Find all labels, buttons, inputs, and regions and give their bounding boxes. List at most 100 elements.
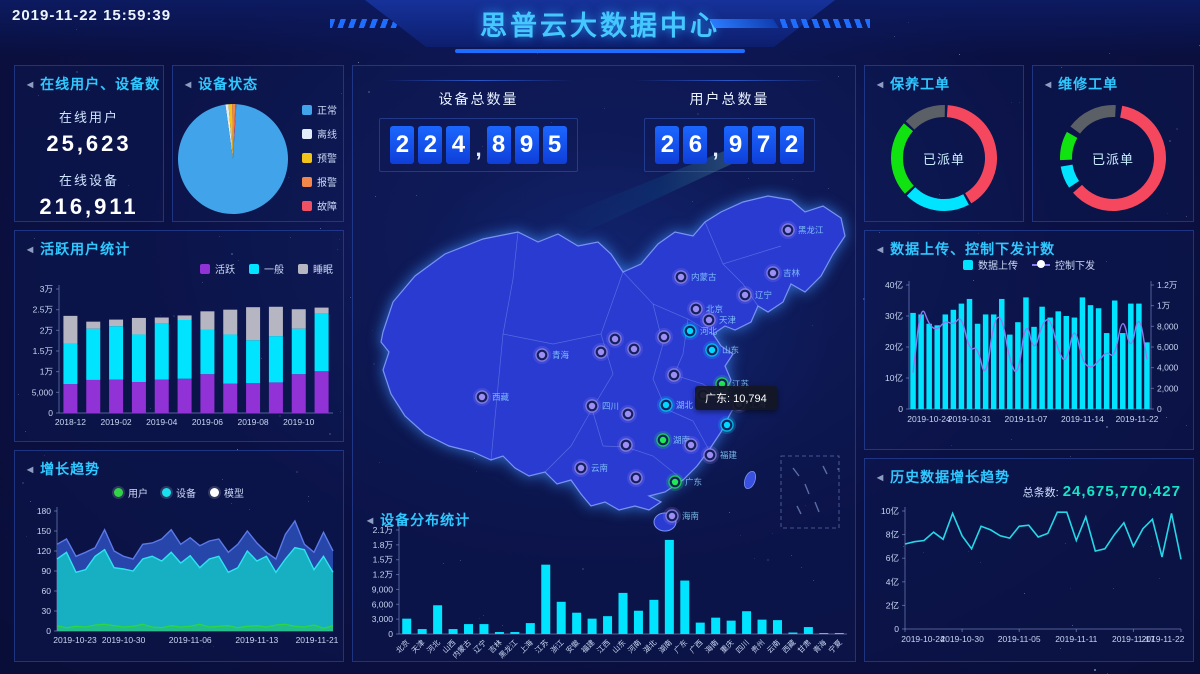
svg-text:6亿: 6亿 [886,553,899,563]
map-marker-山西[interactable] [655,328,673,346]
svg-text:1.5万: 1.5万 [373,555,393,565]
svg-text:4亿: 4亿 [886,577,899,587]
map-marker-广东[interactable]: 广东 [666,473,702,491]
svg-text:江西: 江西 [595,638,612,655]
map-marker-黑龙江[interactable]: 黑龙江 [779,221,824,239]
legend-swatch-icon [162,488,171,497]
header-decor-stripes-left [330,19,420,28]
legend-label: 活跃 [215,265,235,276]
panel-title-arrow-icon: ◀ [877,79,885,89]
legend-item[interactable]: 报警 [302,174,337,189]
digit-separator: , [712,136,719,161]
svg-text:2019-08: 2019-08 [237,417,268,427]
svg-text:2019-06: 2019-06 [192,417,223,427]
legend-item[interactable]: 用户 [114,485,148,500]
panel-title-upload: 数据上传、控制下发计数 [890,241,1056,257]
map-marker-陕西[interactable] [625,340,643,358]
online-devices-label: 在线设备 [58,173,119,188]
map-marker-甘肃[interactable] [592,343,610,361]
map-marker-湖南[interactable]: 湖南 [654,431,690,449]
map-marker-河北[interactable]: 河北 [681,322,718,340]
map-marker-青海[interactable]: 青海 [533,346,570,364]
map-marker-广西[interactable] [627,469,645,487]
map-marker-重庆[interactable] [619,405,637,423]
map-marker-内蒙古[interactable]: 内蒙古 [672,268,717,286]
map-marker-湖北[interactable]: 湖北 [657,396,694,414]
panel-title-growth-trend: 增长趋势 [40,461,101,477]
legend-item[interactable]: 睡眠 [298,261,333,276]
map-marker-天津[interactable]: 天津 [700,311,737,329]
svg-text:8,000: 8,000 [1157,321,1179,331]
svg-text:0: 0 [46,626,51,636]
upload-count-legend[interactable]: 数据上传 控制下发 [963,257,1095,272]
legend-item[interactable]: 数据上传 [963,257,1018,272]
map-marker-江西[interactable] [682,436,700,454]
device-status-pie-svg [177,104,288,214]
maintain-donut-chart[interactable]: 已派单 [882,96,1006,220]
history-total-value: 24,675,770,427 [1062,483,1181,500]
upload-count-svg: 0 10亿 20亿 30亿 40亿 0 2,000 4,000 6,000 8,000 1万 1.2万… [885,280,1179,424]
map-marker-四川[interactable]: 四川 [583,397,619,415]
history-growth-chart[interactable]: 0 2亿 4亿 6亿 8亿 10亿 2019-10-24 2019-10-30 2019-11-… [865,503,1195,666]
legend-item[interactable]: 离线 [302,126,337,141]
svg-text:湖北: 湖北 [641,638,658,655]
active-users-legend[interactable]: 活跃 一般 睡眠 [200,261,333,276]
panel-title-repair: 维修工单 [1058,76,1119,92]
svg-text:吉林: 吉林 [783,268,801,278]
headline-rule [383,80,574,81]
map-marker-浙江[interactable] [718,416,736,434]
svg-text:湖南: 湖南 [656,637,674,655]
digit-box: 2 [779,126,804,164]
panel-title-arrow-icon: ◀ [27,464,35,474]
digit-box: 2 [390,126,415,164]
online-users-value: 25,623 [46,131,132,156]
growth-trend-legend[interactable]: 用户 设备 模型 [114,485,244,500]
svg-text:西藏: 西藏 [780,637,798,655]
legend-label: 设备 [176,489,196,500]
active-users-chart[interactable]: 0 5,000 1万 1.5万 2万 2.5万 3万 2018-12 2019-02 2019-0… [15,275,345,448]
legend-item[interactable]: 活跃 [200,261,235,276]
legend-item[interactable]: 设备 [162,485,196,500]
device-total-label: 设备总数量 [438,91,519,107]
svg-text:四川: 四川 [734,638,751,655]
map-marker-海南[interactable]: 海南 [663,507,699,525]
repair-donut-chart[interactable]: 已派单 [1051,96,1175,220]
map-marker-西藏[interactable]: 西藏 [473,388,510,406]
map-marker-云南[interactable]: 云南 [572,459,608,477]
panel-title-arrow-icon: ◀ [185,79,193,89]
legend-item[interactable]: 控制下发 [1032,257,1095,272]
map-marker-宁夏[interactable] [606,330,624,348]
map-marker-福建[interactable]: 福建 [701,446,738,464]
legend-item[interactable]: 正常 [302,102,337,117]
map-marker-河南[interactable] [665,366,683,384]
legend-item[interactable]: 预警 [302,150,337,165]
panel-maintain-orders: ◀ 保养工单 已派单 [864,65,1024,222]
legend-item[interactable]: 故障 [302,198,337,213]
device-status-pie-chart[interactable] [175,98,297,220]
legend-item[interactable]: 模型 [210,485,244,500]
device-status-legend[interactable]: 正常离线预警报警故障 [302,102,337,213]
legend-label: 报警 [317,178,337,189]
panel-repair-orders: ◀ 维修工单 已派单 [1032,65,1194,222]
svg-text:2019-10-23: 2019-10-23 [53,635,97,645]
svg-text:2019-11-06: 2019-11-06 [169,635,212,645]
panel-title-history: 历史数据增长趋势 [890,469,1011,485]
map-marker-北京[interactable]: 北京 [687,300,723,318]
device-dist-chart[interactable]: 0 3,000 6,000 9,000 1.2万 1.5万 1.8万 2.1万 北京 天津 河北 山西… [353,522,857,668]
china-map[interactable]: 黑龙江吉林辽宁内蒙古北京天津河北山东青海江苏安徽上海湖北四川西藏湖南云南福建广东… [353,184,857,536]
svg-text:2.1万: 2.1万 [373,525,393,535]
growth-trend-chart[interactable]: 0 30 60 90 120 150 180 2019-10-23 2019-10-30 2019… [15,503,345,666]
map-marker-贵州[interactable] [617,436,635,454]
legend-label: 离线 [317,130,337,141]
map-marker-吉林[interactable]: 吉林 [764,264,801,282]
digit-box: 2 [655,126,680,164]
legend-label: 模型 [224,489,244,500]
upload-count-chart[interactable]: 0 10亿 20亿 30亿 40亿 0 2,000 4,000 6,000 8,000 1万 1.2万… [865,277,1195,452]
legend-item[interactable]: 一般 [249,261,284,276]
map-marker-山东[interactable]: 山东 [703,341,739,359]
map-marker-辽宁[interactable]: 辽宁 [736,286,772,304]
svg-text:120: 120 [37,546,51,556]
